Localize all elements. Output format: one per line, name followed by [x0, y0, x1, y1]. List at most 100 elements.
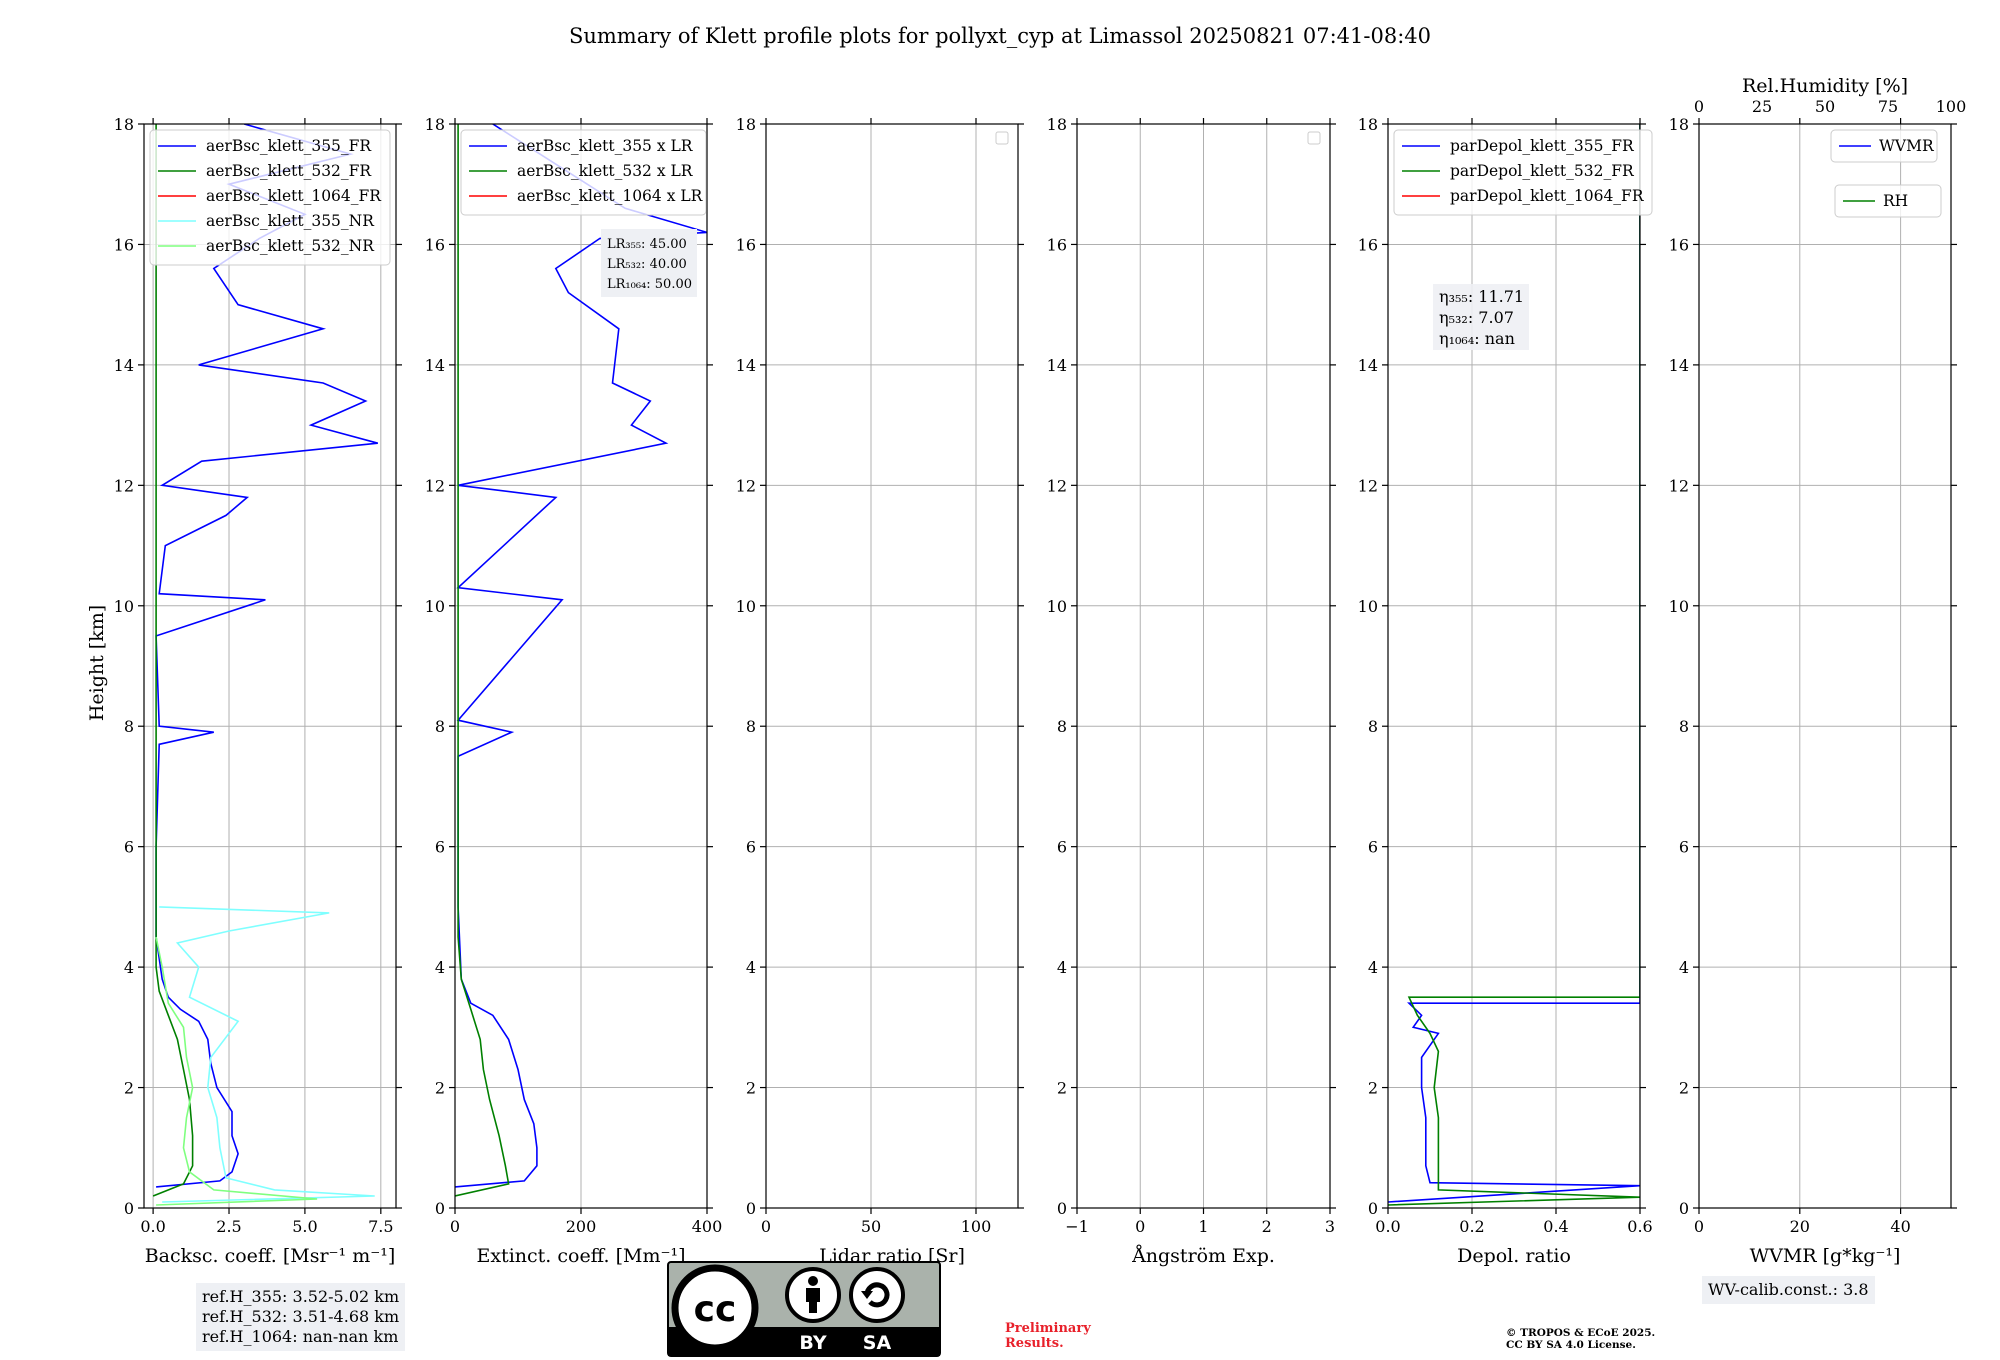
x-tick-label: 0 [450, 1217, 460, 1236]
preliminary-line-2: Results. [1005, 1336, 1064, 1351]
axes-frame [765, 123, 1019, 1209]
y-tick-label: 10 [1669, 597, 1689, 616]
y-tick-label: 14 [1358, 356, 1378, 375]
y-tick-label: 10 [1047, 597, 1067, 616]
ref-height-1064: ref.H_1064: nan-nan km [202, 1327, 399, 1346]
legend-label: aerBsc_klett_355 x LR [517, 137, 694, 155]
copyright-note: © TROPOS & ECoE 2025. CC BY SA 4.0 Licen… [1506, 1327, 1655, 1351]
y-tick-label: 18 [425, 115, 445, 134]
legend-label: WVMR [1879, 137, 1935, 155]
cc-by-label: BY [799, 1332, 826, 1354]
y-tick-label: 16 [1669, 235, 1689, 254]
series-line-parDepol_klett_532_FR [1388, 124, 1640, 1206]
y-tick-label: 2 [1679, 1079, 1689, 1098]
lidar-ratio-text: LR₁₀₆₄: 50.00 [607, 277, 692, 292]
y-tick-label: 0 [124, 1199, 134, 1218]
x-tick-label: 400 [692, 1217, 723, 1236]
y-tick-label: 0 [1368, 1199, 1378, 1218]
y-tick-label: 18 [736, 115, 756, 134]
lidar-ratio-text: LR₃₅₅: 45.00 [607, 237, 687, 252]
y-tick-label: 10 [114, 597, 134, 616]
series-line-aerBsc_klett_355 x LR [455, 124, 707, 1188]
y-tick-label: 16 [736, 235, 756, 254]
y-tick-label: 6 [746, 838, 756, 857]
legend-box [1834, 184, 1942, 218]
y-tick-label: 0 [435, 1199, 445, 1218]
y-tick-label: 14 [1669, 356, 1689, 375]
x-axis-label: Extinct. coeff. [Mm⁻¹] [476, 1245, 685, 1267]
y-tick-label: 2 [746, 1079, 756, 1098]
eta-text: η₅₃₂: 7.07 [1439, 308, 1514, 327]
cc-sa-label: SA [863, 1332, 892, 1354]
x-tick-label: 2 [1262, 1217, 1272, 1236]
ref-height-355: ref.H_355: 3.52-5.02 km [202, 1287, 400, 1306]
y-tick-label: 4 [1057, 958, 1067, 977]
legend-label: aerBsc_klett_1064_FR [206, 187, 382, 205]
empty-legend-box [1307, 131, 1321, 145]
wv-calib-box: WV-calib.const.: 3.8 [1702, 1276, 1875, 1304]
legend-label: RH [1883, 192, 1908, 210]
legend-label: parDepol_klett_1064_FR [1450, 187, 1645, 205]
x-tick-label: 0 [1694, 1217, 1704, 1236]
y-tick-label: 0 [1057, 1199, 1067, 1218]
legend-label: aerBsc_klett_355_FR [206, 137, 372, 155]
empty-legend-box [995, 131, 1009, 145]
x-tick-label: 0.2 [1459, 1217, 1484, 1236]
x-tick-label: 50 [861, 1217, 881, 1236]
legend-label: aerBsc_klett_532 x LR [517, 162, 694, 180]
y-tick-label: 8 [1679, 717, 1689, 736]
x-axis-label: Depol. ratio [1457, 1245, 1571, 1267]
svg-text:cc: cc [694, 1289, 737, 1330]
x-tick-label: 0 [761, 1217, 771, 1236]
x-tick-label: 5.0 [292, 1217, 317, 1236]
eta-text: η₁₀₆₄: nan [1439, 329, 1515, 348]
sa-share-icon [849, 1267, 905, 1323]
wv-calib-text: WV-calib.const.: 3.8 [1708, 1280, 1869, 1299]
legend-label: aerBsc_klett_532_NR [206, 237, 375, 255]
panel-5: 0.0 0.2 0.4 0.6 0 2 4 6 8 10 12 14 16 18 Depol. ratio p… [1358, 115, 1653, 1267]
y-tick-label: 16 [1358, 235, 1378, 254]
legend-label: parDepol_klett_532_FR [1450, 162, 1635, 180]
top-x-tick-label: 0 [1694, 97, 1704, 116]
y-tick-label: 14 [736, 356, 756, 375]
y-tick-label: 6 [124, 838, 134, 857]
top-x-tick-label: 100 [1936, 97, 1967, 116]
y-tick-label: 12 [1047, 476, 1067, 495]
figure-title: Summary of Klett profile plots for polly… [569, 24, 1431, 48]
x-tick-label: 2.5 [216, 1217, 241, 1236]
y-tick-label: 6 [1057, 838, 1067, 857]
y-tick-label: 0 [1679, 1199, 1689, 1218]
y-tick-label: 18 [114, 115, 134, 134]
cc-icon [671, 1264, 759, 1352]
y-tick-label: 12 [1358, 476, 1378, 495]
lidar-ratio-text: LR₅₃₂: 40.00 [607, 257, 687, 272]
y-tick-label: 14 [114, 356, 134, 375]
y-tick-label: 12 [736, 476, 756, 495]
top-x-tick-label: 75 [1878, 97, 1898, 116]
eta-box [1433, 284, 1529, 350]
legend-box [1393, 129, 1653, 216]
y-tick-label: 4 [124, 958, 134, 977]
y-tick-label: 2 [1057, 1079, 1067, 1098]
legend-RH: RH [1834, 184, 1942, 218]
axes-frame [1387, 123, 1641, 1209]
shared-y-axis-label: Height [km] [86, 605, 108, 721]
x-tick-label: 0.4 [1543, 1217, 1568, 1236]
x-tick-label: 200 [566, 1217, 597, 1236]
x-axis-label: Backsc. coeff. [Msr⁻¹ m⁻¹] [145, 1245, 396, 1267]
y-tick-label: 10 [1358, 597, 1378, 616]
x-tick-label: 0.0 [140, 1217, 165, 1236]
legend: aerBsc_klett_355_FR aerBsc_klett_532_FRae… [149, 129, 391, 266]
x-tick-label: 1 [1198, 1217, 1208, 1236]
y-tick-label: 14 [425, 356, 445, 375]
y-tick-label: 12 [114, 476, 134, 495]
legend-label: parDepol_klett_355_FR [1450, 137, 1635, 155]
preliminary-note: Preliminary Results. [1005, 1321, 1091, 1351]
legend: aerBsc_klett_355 x LR aerBsc_klett_532 x … [460, 129, 707, 216]
y-tick-label: 18 [1358, 115, 1378, 134]
x-tick-label: 40 [1890, 1217, 1910, 1236]
top-x-tick-label: 50 [1815, 97, 1835, 116]
